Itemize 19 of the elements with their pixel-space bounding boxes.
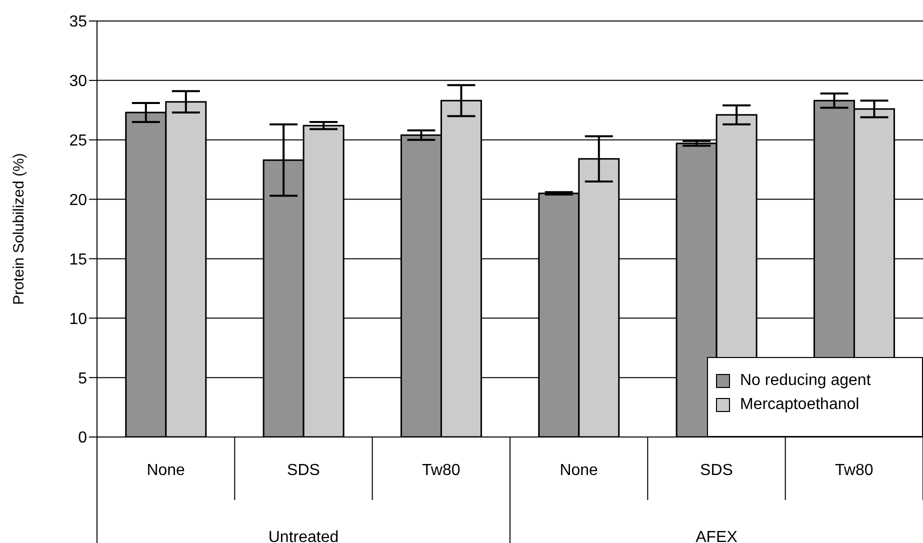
- y-tick-label: 0: [78, 430, 88, 447]
- y-tick-label: 25: [69, 132, 88, 150]
- y-tick-label: 5: [78, 370, 88, 388]
- y-tick-label: 15: [69, 251, 88, 268]
- y-tick-label: 35: [69, 14, 88, 31]
- y-tick-label: 30: [69, 73, 88, 90]
- y-axis-title: Protein Solubilized (%): [10, 153, 28, 305]
- legend-label: Mercaptoethanol: [740, 396, 860, 414]
- y-tick-label: 10: [69, 310, 88, 328]
- legend-label: No reducing agent: [740, 372, 871, 390]
- x-tick-label: Tw80: [835, 462, 874, 479]
- y-tick-label: 20: [69, 192, 88, 209]
- x-tick-label: Tw80: [422, 462, 460, 479]
- x-tick-label: SDS: [700, 462, 733, 479]
- x-tick-label: None: [560, 462, 598, 479]
- x-tick-label: SDS: [287, 462, 320, 479]
- x-tick-label: None: [146, 462, 186, 479]
- text: AFEX: [696, 529, 738, 543]
- text: Untreated: [268, 529, 339, 543]
